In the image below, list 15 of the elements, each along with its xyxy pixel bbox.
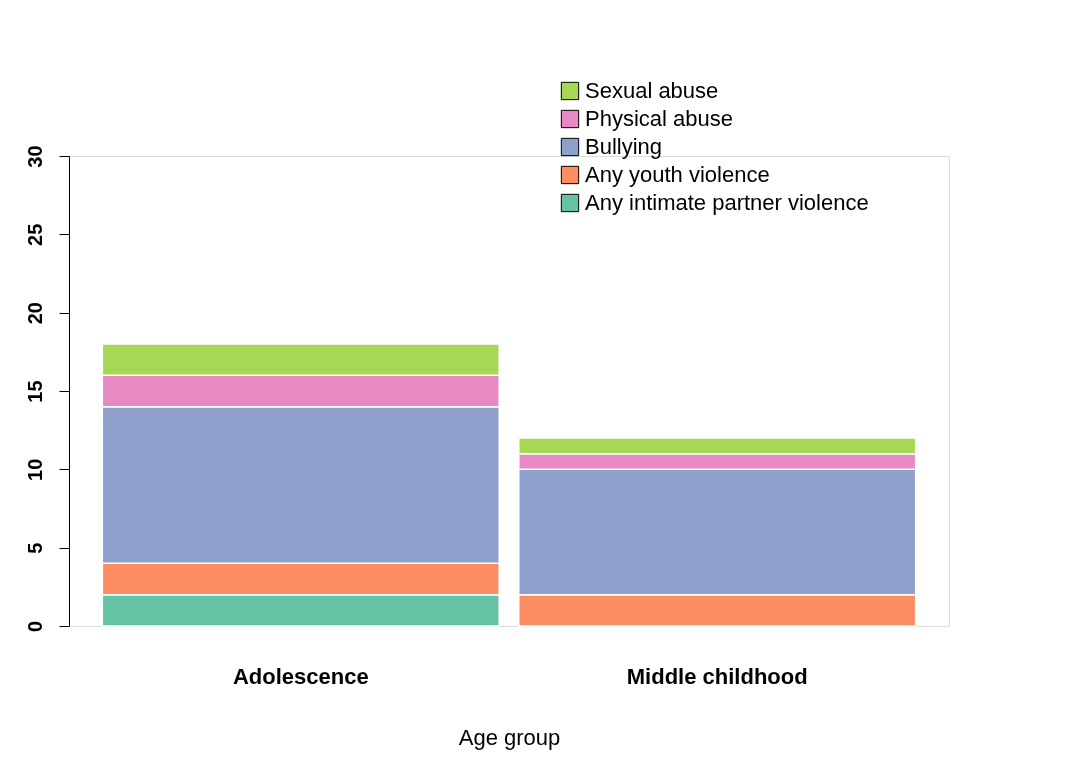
y-tick-label: 5 bbox=[23, 542, 46, 554]
legend-label: Physical abuse bbox=[585, 106, 733, 131]
legend-label: Any youth violence bbox=[585, 162, 770, 187]
legend-label: Any intimate partner violence bbox=[585, 190, 869, 215]
y-tick-label: 15 bbox=[23, 380, 46, 403]
y-tick-label: 20 bbox=[23, 302, 46, 325]
x-axis-title: Age group bbox=[458, 724, 561, 750]
y-tick-label: 0 bbox=[23, 620, 46, 633]
legend-label: Bullying bbox=[585, 134, 663, 159]
legend-label: Sexual abuse bbox=[585, 78, 719, 103]
y-tick-label: 30 bbox=[23, 145, 46, 168]
y-tick-label: 10 bbox=[23, 458, 46, 481]
x-tick-label: Adolescence bbox=[232, 663, 369, 689]
y-tick-label: 25 bbox=[23, 223, 46, 246]
x-tick-label: Middle childhood bbox=[626, 663, 808, 689]
